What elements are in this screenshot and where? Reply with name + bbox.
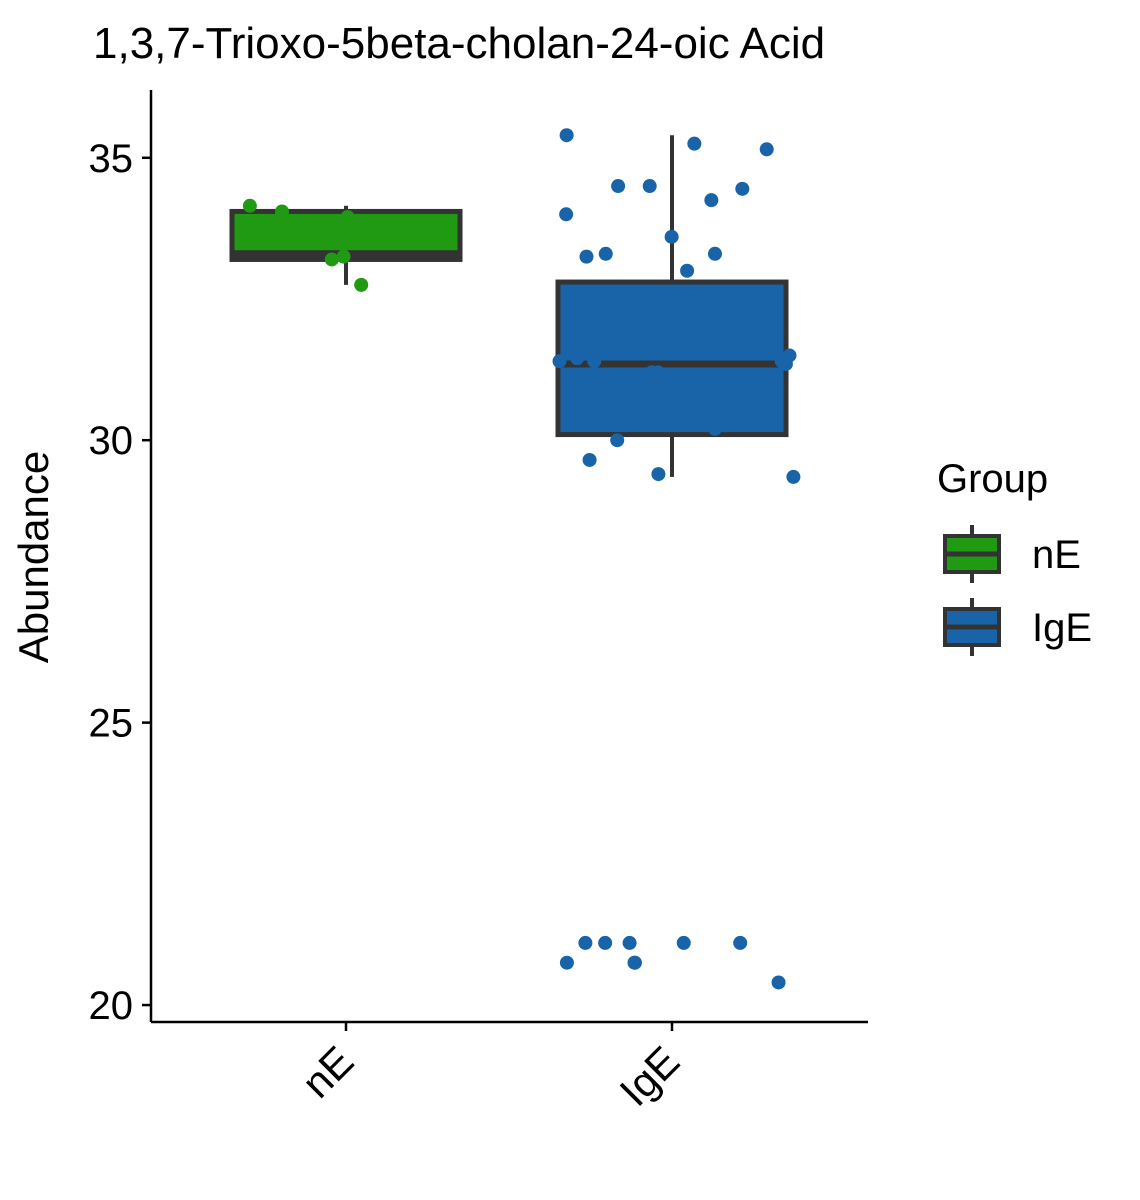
data-point	[778, 356, 793, 371]
data-point	[627, 955, 642, 970]
data-point	[552, 354, 567, 369]
data-point	[676, 935, 691, 950]
y-tick-label: 35	[89, 137, 134, 181]
data-point	[587, 354, 602, 369]
data-point	[274, 204, 289, 219]
points-IgE	[552, 128, 801, 990]
legend-entries: nE IgE	[943, 525, 1092, 656]
legend-title: Group	[937, 457, 1048, 501]
data-point	[642, 179, 657, 194]
x-axis-ticks: nE IgE	[293, 1022, 689, 1115]
legend-entry-label: IgE	[1032, 606, 1092, 650]
data-point	[680, 263, 695, 278]
data-point	[687, 136, 702, 151]
legend-entry-IgE: IgE	[943, 598, 1092, 656]
points-nE	[242, 198, 369, 292]
data-point	[644, 365, 659, 380]
data-point	[578, 935, 593, 950]
data-point	[324, 252, 339, 267]
data-point	[598, 935, 613, 950]
data-point	[582, 452, 597, 467]
data-point	[610, 433, 625, 448]
chart-title: 1,3,7-Trioxo-5beta-cholan-24-oic Acid	[93, 19, 825, 68]
data-point	[584, 320, 599, 335]
data-point	[651, 467, 666, 482]
data-point	[661, 303, 676, 318]
legend-entry-nE: nE	[943, 525, 1081, 583]
data-point	[354, 277, 369, 292]
data-point	[340, 210, 355, 225]
data-point	[336, 249, 351, 264]
data-point	[771, 975, 786, 990]
data-point	[677, 402, 692, 417]
axes: 20 25 30 35 nE IgE	[89, 90, 868, 1115]
data-point	[559, 207, 574, 222]
y-tick-label: 30	[89, 419, 134, 463]
legend-entry-label: nE	[1032, 533, 1081, 577]
data-point	[707, 246, 722, 261]
y-axis-ticks: 20 25 30 35	[89, 137, 151, 1028]
data-point	[559, 128, 574, 143]
data-point	[579, 249, 594, 264]
plot-area	[229, 128, 801, 990]
data-point	[759, 142, 774, 157]
x-tick-label: IgE	[611, 1037, 689, 1115]
data-point	[786, 469, 801, 484]
y-tick-label: 25	[89, 702, 134, 746]
legend: Group nE IgE	[937, 457, 1092, 656]
data-point	[559, 955, 574, 970]
y-axis-label: Abundance	[10, 451, 57, 664]
data-point	[704, 193, 719, 208]
data-point	[735, 181, 750, 196]
data-point	[598, 246, 613, 261]
data-point	[570, 351, 585, 366]
data-point	[611, 179, 626, 194]
data-point	[733, 935, 748, 950]
data-point	[622, 935, 637, 950]
x-tick-label: nE	[293, 1037, 363, 1107]
data-point	[707, 421, 722, 436]
data-point	[242, 198, 257, 213]
y-tick-label: 20	[89, 984, 134, 1028]
data-point	[664, 229, 679, 244]
